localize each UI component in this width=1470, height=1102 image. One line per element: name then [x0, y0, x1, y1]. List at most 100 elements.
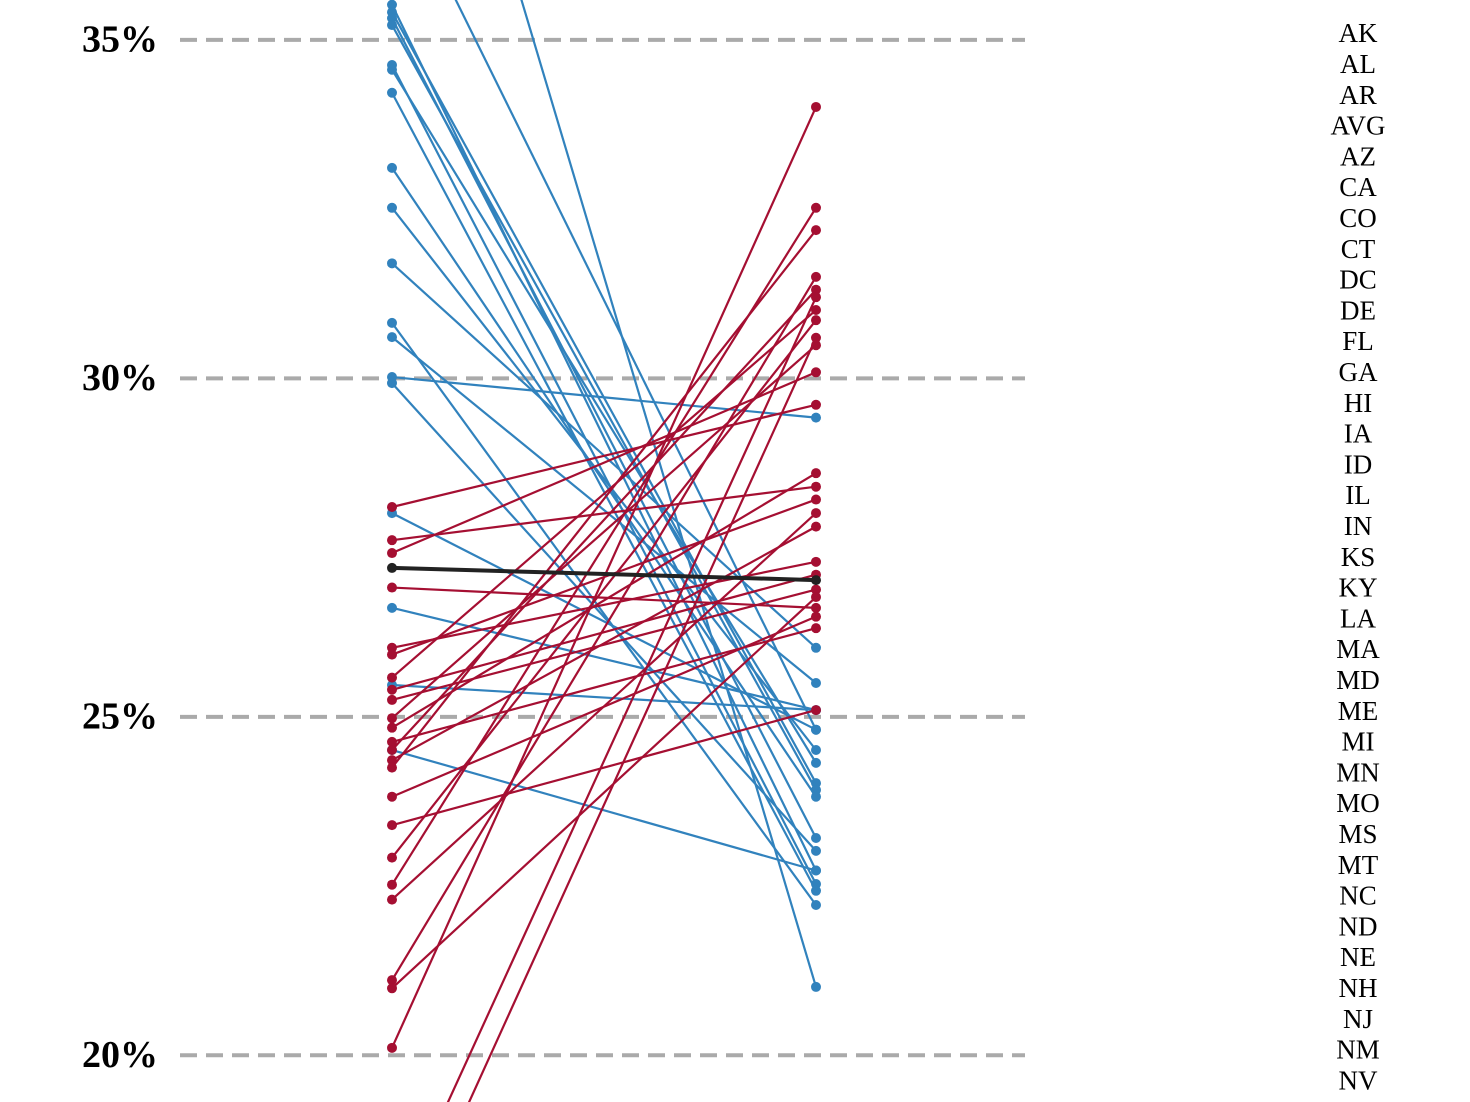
end-dot: [811, 367, 821, 378]
start-dot: [387, 202, 397, 213]
state-label: NJ: [1343, 1004, 1373, 1034]
state-label: IA: [1344, 419, 1373, 449]
start-dot: [387, 64, 397, 75]
y-tick-label: 25%: [82, 696, 158, 738]
state-label: FL: [1342, 326, 1374, 356]
end-dot: [811, 705, 821, 716]
state-label: CO: [1339, 203, 1377, 233]
start-dot: [387, 332, 397, 343]
slope-line: [391, 403, 817, 509]
state-label: NE: [1340, 942, 1376, 972]
slope-line: [391, 288, 817, 751]
start-dot: [387, 894, 397, 905]
slope-line: [391, 167, 817, 798]
slope-line: [391, 472, 817, 729]
state-label: MI: [1342, 727, 1375, 757]
end-dot: [811, 592, 821, 603]
end-dot: [811, 202, 821, 213]
state-label: CA: [1339, 172, 1377, 202]
start-dot: [387, 672, 397, 683]
end-dot: [811, 845, 821, 856]
state-label: MN: [1336, 757, 1380, 787]
slope-line: [391, 709, 817, 827]
slope-line: [391, 24, 817, 791]
start-dot: [387, 378, 397, 389]
end-dot: [811, 494, 821, 505]
end-dot: [811, 225, 821, 236]
end-dot: [811, 508, 821, 519]
start-dot: [387, 535, 397, 546]
y-tick-label: 35%: [82, 19, 158, 61]
end-dot: [811, 521, 821, 532]
state-label: NC: [1339, 881, 1377, 911]
state-label: IL: [1345, 480, 1370, 510]
start-dot: [387, 502, 397, 513]
start-dot: [387, 879, 397, 890]
state-label: MS: [1338, 819, 1377, 849]
state-label: ME: [1338, 696, 1379, 726]
start-dot: [387, 0, 397, 10]
state-label: IN: [1344, 511, 1373, 541]
start-dot: [387, 694, 397, 705]
end-dot: [811, 481, 821, 492]
state-label: ID: [1344, 449, 1373, 479]
end-dot: [811, 757, 821, 768]
state-label: KY: [1339, 573, 1378, 603]
state-label: AL: [1340, 49, 1376, 79]
start-dot: [387, 317, 397, 328]
state-label: LA: [1340, 603, 1376, 633]
state-label: AK: [1339, 18, 1378, 48]
slope-line: [446, 296, 818, 1102]
state-label: MD: [1336, 665, 1380, 695]
state-label: DC: [1339, 265, 1377, 295]
end-dot: [811, 468, 821, 479]
end-dot: [811, 611, 821, 622]
start-dot: [387, 258, 397, 269]
end-dot: [811, 556, 821, 567]
state-label: GA: [1339, 357, 1378, 387]
start-dot: [387, 582, 397, 593]
end-dot: [811, 305, 821, 316]
state-label: AZ: [1340, 141, 1376, 171]
state-label: ND: [1339, 911, 1378, 941]
state-label: AVG: [1330, 111, 1385, 141]
end-dot: [811, 833, 821, 844]
start-dot: [387, 87, 397, 98]
slope-line: [391, 309, 817, 679]
start-dot: [387, 722, 397, 733]
end-dot: [811, 677, 821, 688]
end-dot: [811, 271, 821, 282]
state-label: KS: [1341, 542, 1376, 572]
end-dot: [811, 642, 821, 653]
start-dot: [387, 755, 397, 766]
start-dot: [387, 736, 397, 747]
slope-line: [391, 525, 817, 762]
slope-line: [391, 17, 817, 839]
end-dot: [811, 284, 821, 295]
end-dot: [811, 584, 821, 595]
slope-line: [391, 588, 817, 701]
end-dot: [811, 575, 821, 586]
start-dot: [387, 162, 397, 173]
state-label: NV: [1339, 1065, 1378, 1095]
state-label: AR: [1339, 80, 1377, 110]
state-label: MA: [1336, 634, 1380, 664]
end-dot: [811, 602, 821, 613]
end-dot: [811, 292, 821, 303]
state-label: CT: [1341, 234, 1376, 264]
start-dot: [387, 852, 397, 863]
end-dot: [811, 981, 821, 992]
slope-line: [391, 565, 817, 583]
end-dot: [811, 865, 821, 876]
slope-line: [391, 336, 817, 684]
slope-line: [391, 207, 817, 751]
end-dot: [811, 885, 821, 896]
end-dot: [811, 724, 821, 735]
start-dot: [387, 762, 397, 773]
end-dot: [811, 399, 821, 410]
state-label: MO: [1336, 788, 1380, 818]
slope-line: [391, 319, 817, 859]
slope-line: [391, 586, 817, 609]
slope-line: [391, 573, 817, 691]
end-dot: [811, 900, 821, 911]
